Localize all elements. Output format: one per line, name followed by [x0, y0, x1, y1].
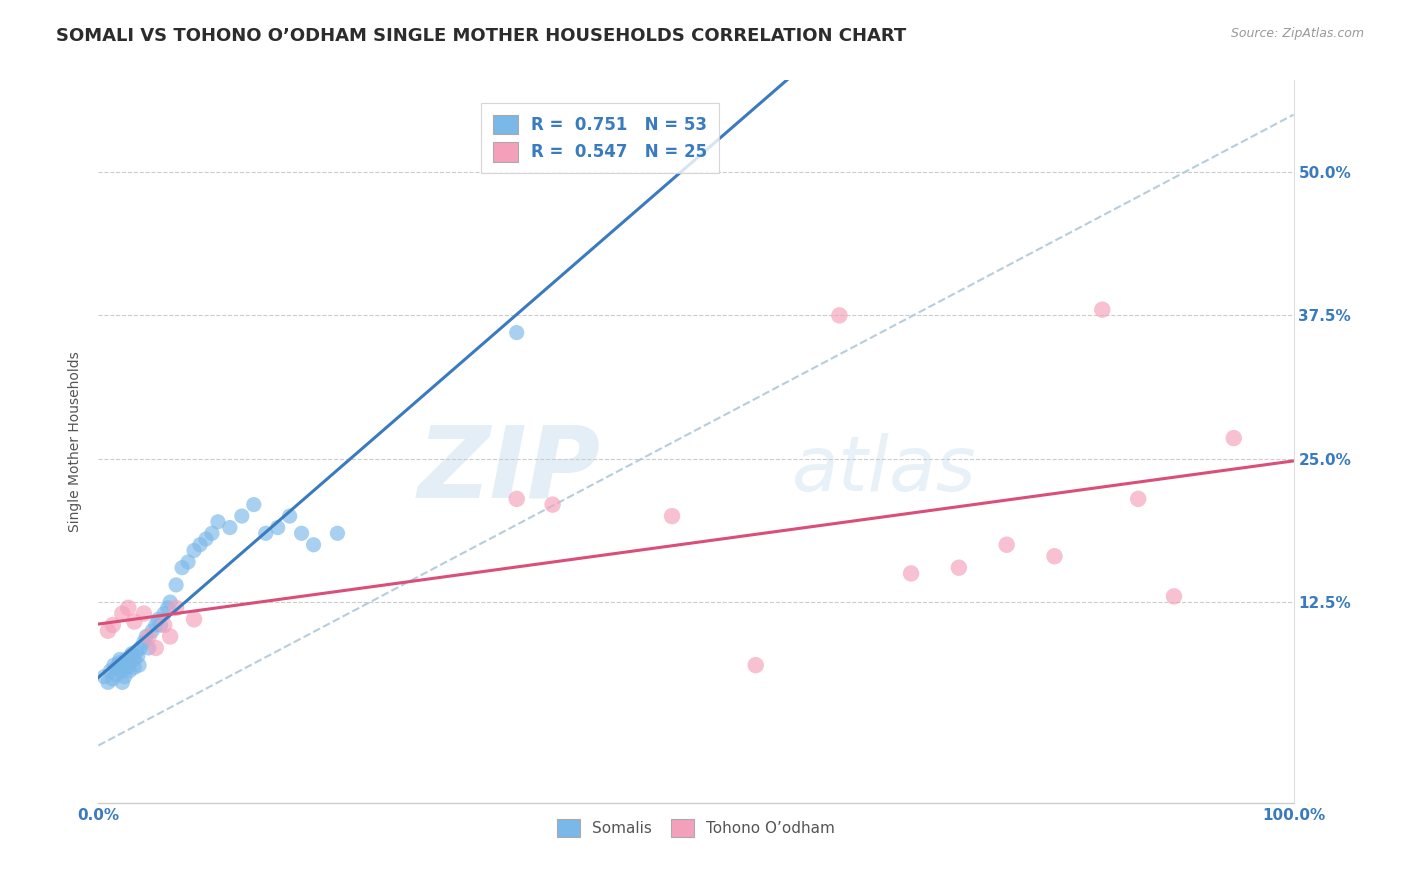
Point — [138, 640, 160, 655]
Point — [201, 526, 224, 541]
Point — [145, 640, 167, 655]
Point — [105, 660, 128, 674]
Point — [153, 618, 176, 632]
Point — [132, 635, 155, 649]
Point — [124, 660, 146, 674]
Point — [231, 509, 253, 524]
Point — [112, 658, 135, 673]
Point — [108, 652, 131, 666]
Point — [111, 664, 134, 678]
Point — [302, 538, 325, 552]
Point — [98, 664, 122, 678]
Point — [165, 578, 187, 592]
Point — [111, 607, 134, 621]
Point — [254, 526, 277, 541]
Point — [278, 509, 301, 524]
Point — [124, 615, 146, 629]
Point — [128, 658, 150, 673]
Point — [541, 498, 564, 512]
Point — [1128, 491, 1150, 506]
Point — [103, 658, 125, 673]
Point — [219, 520, 242, 534]
Point — [101, 618, 124, 632]
Point — [661, 509, 683, 524]
Point — [97, 675, 120, 690]
Point — [267, 520, 290, 534]
Text: atlas: atlas — [792, 434, 976, 508]
Point — [188, 538, 211, 552]
Text: Source: ZipAtlas.com: Source: ZipAtlas.com — [1230, 27, 1364, 40]
Point — [1163, 590, 1185, 604]
Point — [141, 624, 163, 638]
Point — [156, 600, 179, 615]
Point — [132, 607, 155, 621]
Point — [828, 309, 851, 323]
Point — [159, 630, 181, 644]
Point — [145, 618, 167, 632]
Point — [115, 652, 138, 666]
Point — [183, 612, 205, 626]
Point — [506, 491, 529, 506]
Point — [159, 595, 181, 609]
Point — [183, 543, 205, 558]
Point — [115, 660, 138, 674]
Point — [125, 644, 148, 658]
Point — [121, 647, 143, 661]
Point — [114, 670, 136, 684]
Point — [172, 560, 194, 574]
Point — [118, 664, 141, 678]
Point — [117, 656, 139, 670]
Point — [995, 538, 1018, 552]
Point — [120, 648, 142, 663]
Point — [97, 624, 120, 638]
Point — [105, 667, 128, 681]
Point — [291, 526, 314, 541]
Point — [111, 675, 134, 690]
Point — [148, 612, 170, 626]
Point — [1043, 549, 1066, 564]
Point — [101, 672, 124, 686]
Point — [135, 630, 157, 644]
Point — [326, 526, 349, 541]
Point — [127, 648, 149, 663]
Point — [153, 607, 176, 621]
Point — [138, 630, 160, 644]
Point — [124, 652, 146, 666]
Text: ZIP: ZIP — [418, 422, 600, 519]
Point — [506, 326, 529, 340]
Point — [177, 555, 200, 569]
Y-axis label: Single Mother Households: Single Mother Households — [69, 351, 83, 532]
Legend: Somalis, Tohono O’odham: Somalis, Tohono O’odham — [548, 810, 844, 846]
Point — [948, 560, 970, 574]
Point — [149, 618, 172, 632]
Point — [900, 566, 922, 581]
Point — [1223, 431, 1246, 445]
Point — [107, 656, 129, 670]
Text: SOMALI VS TOHONO O’ODHAM SINGLE MOTHER HOUSEHOLDS CORRELATION CHART: SOMALI VS TOHONO O’ODHAM SINGLE MOTHER H… — [56, 27, 907, 45]
Point — [129, 640, 152, 655]
Point — [1091, 302, 1114, 317]
Point — [207, 515, 229, 529]
Point — [165, 600, 187, 615]
Point — [745, 658, 768, 673]
Point — [195, 532, 218, 546]
Point — [243, 498, 266, 512]
Point — [93, 670, 115, 684]
Point — [117, 600, 139, 615]
